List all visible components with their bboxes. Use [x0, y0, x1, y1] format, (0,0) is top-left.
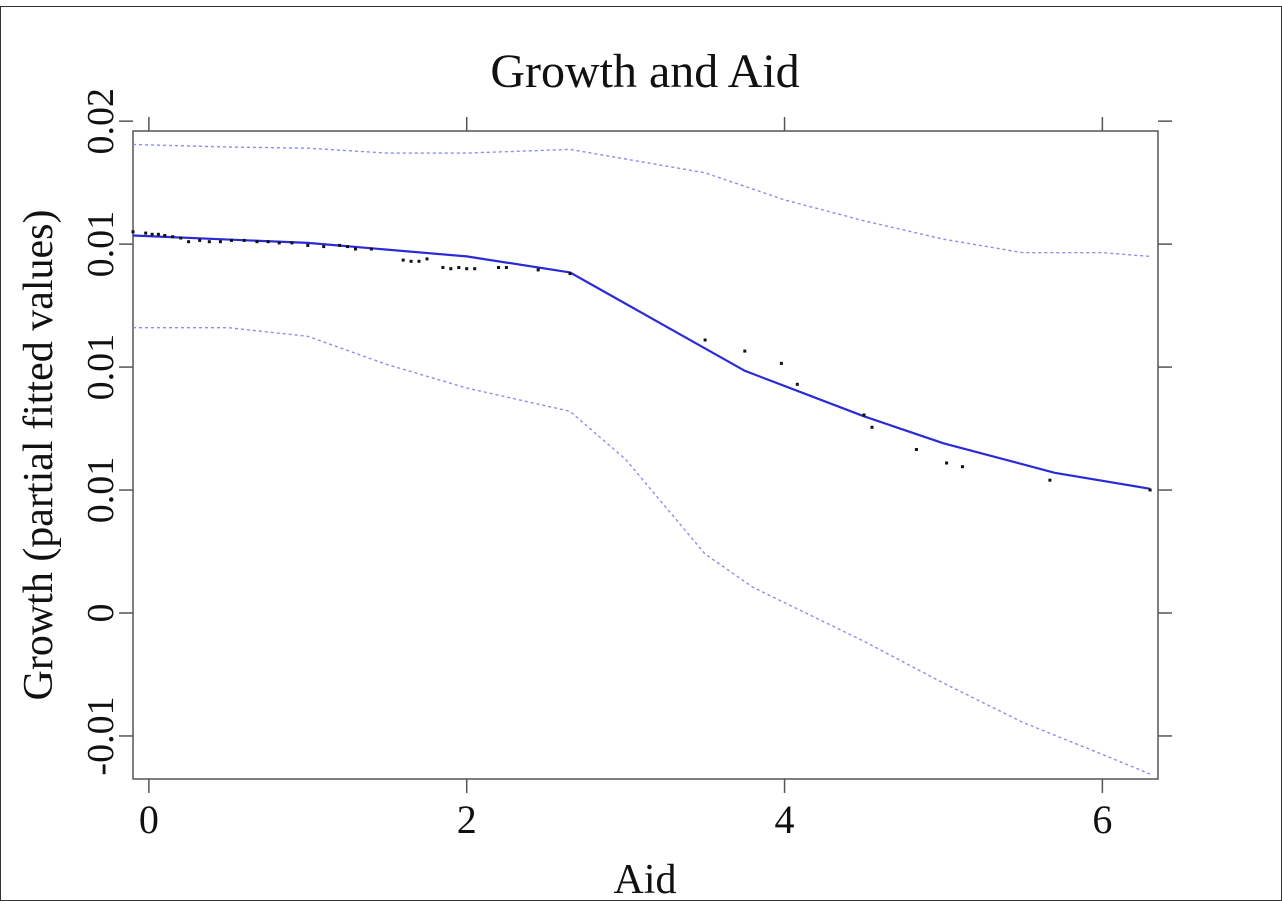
data-point	[409, 259, 413, 263]
data-point	[187, 240, 191, 244]
data-point	[862, 413, 866, 417]
data-point	[1048, 478, 1052, 482]
y-tick-label: 0.02	[80, 88, 122, 155]
y-tick-label: 0.01	[80, 457, 122, 524]
data-point	[255, 240, 259, 244]
data-point	[779, 361, 783, 365]
data-point	[473, 267, 477, 271]
data-point	[163, 234, 167, 237]
upper-band-line	[132, 143, 1151, 258]
data-point	[144, 231, 148, 235]
data-point	[171, 235, 175, 239]
data-point	[1148, 488, 1152, 492]
data-point	[504, 266, 508, 269]
data-point	[497, 266, 500, 269]
data-point	[449, 267, 453, 271]
chart-title: Growth and Aid	[490, 45, 799, 98]
data-point	[417, 259, 421, 263]
y-tick-label: 0.01	[80, 334, 122, 401]
fitted-line-layer	[132, 234, 1151, 490]
y-tick-label: -0.01	[80, 696, 122, 775]
data-point	[338, 243, 342, 247]
data-point	[131, 230, 135, 234]
x-axis-label: Aid	[614, 857, 677, 901]
data-point	[465, 267, 469, 271]
x-tick-label: 2	[457, 797, 477, 842]
data-point	[322, 245, 326, 249]
data-point	[743, 349, 747, 353]
data-point	[870, 425, 874, 429]
page-border	[0, 6, 1282, 901]
data-point	[198, 238, 202, 242]
x-tick-label: 6	[1092, 797, 1112, 842]
x-tick-label: 4	[775, 797, 795, 842]
data-point	[914, 448, 918, 451]
data-point	[346, 245, 349, 249]
data-point	[703, 338, 707, 342]
data-point	[961, 465, 964, 469]
data-point	[369, 247, 373, 251]
fitted-line	[132, 234, 1151, 490]
data-point	[795, 382, 799, 386]
confidence-band-layer	[132, 143, 1151, 775]
data-point	[277, 241, 281, 245]
data-point	[179, 236, 183, 240]
data-point	[156, 232, 160, 236]
data-point	[401, 258, 405, 262]
data-point	[457, 266, 461, 269]
data-point	[354, 247, 357, 251]
y-tick-label: 0	[80, 604, 122, 623]
data-point	[306, 243, 310, 247]
y-axis-ticks: -0.01 0 0.01 0.01 0.01 0.02	[80, 88, 1172, 776]
y-tick-label: 0.01	[80, 211, 122, 278]
data-point	[568, 272, 572, 276]
data-point	[207, 240, 211, 244]
data-point	[290, 241, 294, 245]
data-point	[230, 238, 233, 242]
data-point	[441, 266, 445, 269]
data-point	[266, 240, 270, 244]
y-axis-label: Growth (partial fitted values)	[16, 210, 62, 701]
data-point	[218, 240, 222, 244]
data-point	[536, 268, 540, 272]
lower-band-line	[133, 327, 1151, 775]
x-tick-label: 0	[139, 797, 159, 842]
data-point	[945, 461, 949, 465]
data-point	[425, 257, 429, 261]
data-point	[242, 238, 246, 242]
data-points-layer	[131, 230, 1152, 492]
x-axis-ticks: 0 2 4 6	[139, 117, 1112, 842]
plot-area	[132, 130, 1159, 780]
data-point	[150, 232, 154, 236]
